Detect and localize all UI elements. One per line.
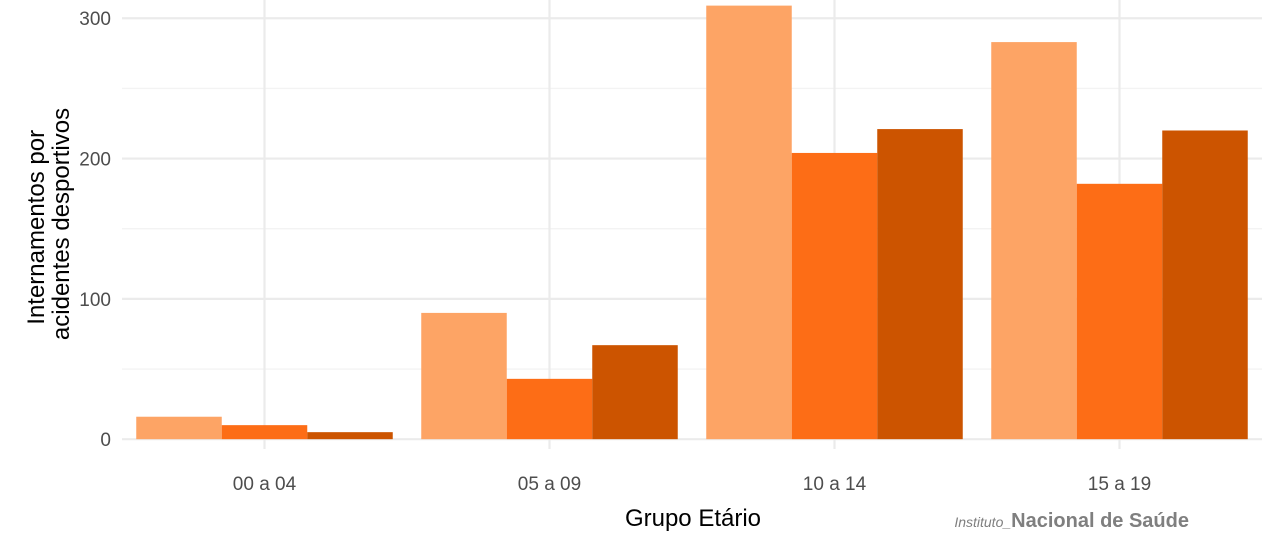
bars bbox=[136, 5, 1248, 440]
bar bbox=[136, 416, 222, 440]
source-credit: Instituto_Nacional de Saúde bbox=[954, 510, 1189, 532]
x-tick-label: 10 a 14 bbox=[803, 474, 867, 495]
bar bbox=[592, 345, 678, 440]
x-axis-title: Grupo Etário bbox=[625, 505, 761, 532]
bar bbox=[791, 152, 878, 440]
x-axis-ticks: 00 a 04 05 a 09 10 a 14 15 a 19 bbox=[233, 474, 1151, 495]
y-tick-label: 300 bbox=[79, 9, 111, 30]
bar bbox=[877, 129, 963, 440]
bar bbox=[706, 5, 792, 440]
y-axis-ticks: 0 100 200 300 bbox=[79, 9, 111, 451]
bar bbox=[221, 425, 308, 440]
y-axis-title: Internamentos por acidentes desportivos bbox=[23, 108, 75, 340]
bar bbox=[506, 378, 593, 440]
x-tick-label: 15 a 19 bbox=[1088, 474, 1151, 495]
x-tick-label: 05 a 09 bbox=[518, 474, 581, 495]
y-axis-title-line-2: acidentes desportivos bbox=[48, 108, 75, 340]
x-tick-label: 00 a 04 bbox=[233, 474, 297, 495]
y-tick-label: 0 bbox=[100, 430, 111, 451]
bar bbox=[307, 432, 393, 440]
y-axis-title-line-1: Internamentos por bbox=[23, 130, 50, 325]
bar bbox=[1076, 183, 1163, 440]
bar bbox=[421, 312, 507, 440]
bar bbox=[1162, 130, 1248, 440]
y-tick-label: 200 bbox=[79, 150, 111, 171]
source-name: Nacional de Saúde bbox=[1011, 510, 1189, 532]
y-tick-label: 100 bbox=[79, 290, 111, 311]
source-prefix: Instituto_ bbox=[954, 514, 1011, 530]
bar bbox=[991, 42, 1077, 440]
